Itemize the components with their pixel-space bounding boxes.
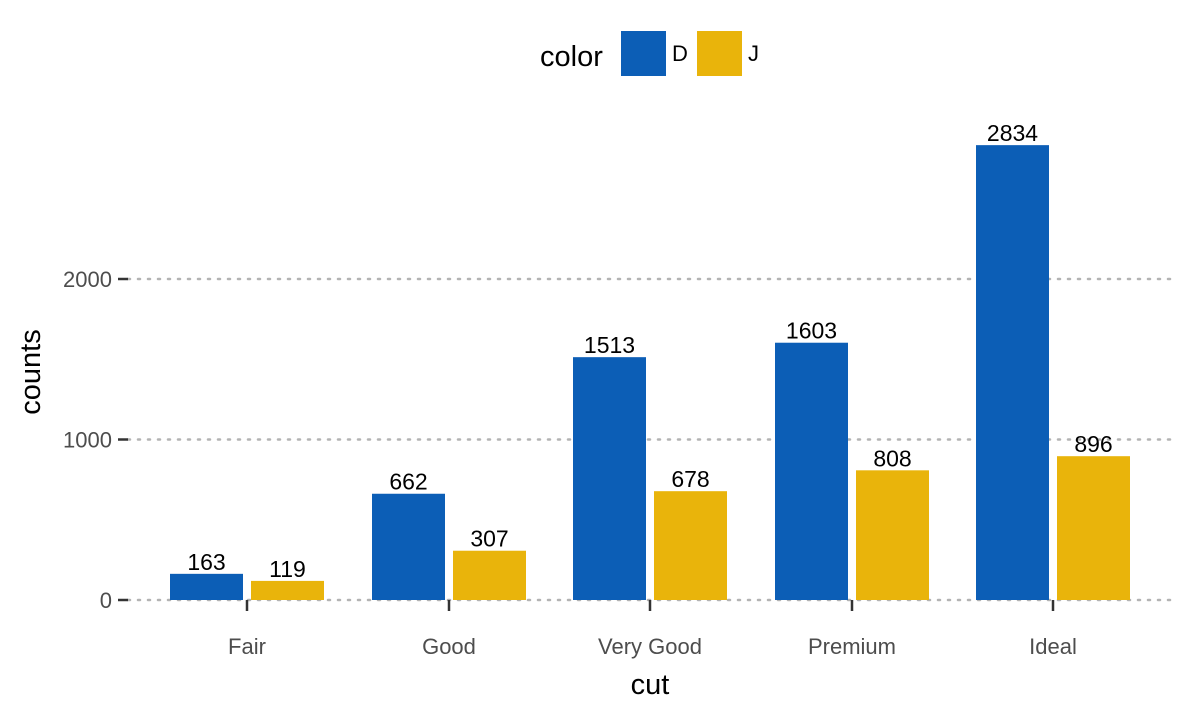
legend-key-J <box>697 31 742 76</box>
data-label: 1603 <box>786 318 837 344</box>
x-tick-label: Ideal <box>1029 634 1077 659</box>
y-axis-title: counts <box>15 329 47 414</box>
x-tick-label: Premium <box>808 634 896 659</box>
bar-J-premium <box>856 470 929 600</box>
bar-D-very-good <box>573 357 646 600</box>
bar-J-fair <box>251 580 324 600</box>
x-axis-title: cut <box>631 669 670 701</box>
data-label: 678 <box>671 466 709 492</box>
bar-D-premium <box>775 342 848 600</box>
data-label: 662 <box>389 469 427 495</box>
bar-D-fair <box>170 573 243 600</box>
y-tick-label: 0 <box>100 588 112 613</box>
data-label: 119 <box>269 556 306 582</box>
bars <box>170 145 1130 600</box>
data-label: 896 <box>1074 431 1112 457</box>
legend-label: J <box>748 41 759 66</box>
x-tick-label: Very Good <box>598 634 702 659</box>
y-tick-label: 2000 <box>63 267 112 292</box>
legend-key-D <box>621 31 666 76</box>
legend-label: D <box>672 41 688 66</box>
x-tick-label: Fair <box>228 634 266 659</box>
legend-title: color <box>540 41 603 73</box>
y-tick-label: 1000 <box>63 428 112 453</box>
bar-J-ideal <box>1057 456 1130 600</box>
data-label: 808 <box>873 445 911 471</box>
data-label: 2834 <box>987 120 1038 146</box>
bar-D-good <box>372 493 445 600</box>
data-label: 163 <box>187 549 225 575</box>
x-tick-label: Good <box>422 634 476 659</box>
data-labels: 163 662 1513 1603 2834 119 307 678 808 896 <box>187 120 1112 582</box>
bar-J-good <box>453 550 526 600</box>
data-label: 307 <box>470 526 508 552</box>
data-label: 1513 <box>584 332 635 358</box>
y-axis: 0 1000 2000 <box>63 267 128 613</box>
bar-J-very-good <box>654 491 727 600</box>
bar-D-ideal <box>976 145 1049 600</box>
x-axis: Fair Good Very Good Premium Ideal <box>228 600 1077 659</box>
